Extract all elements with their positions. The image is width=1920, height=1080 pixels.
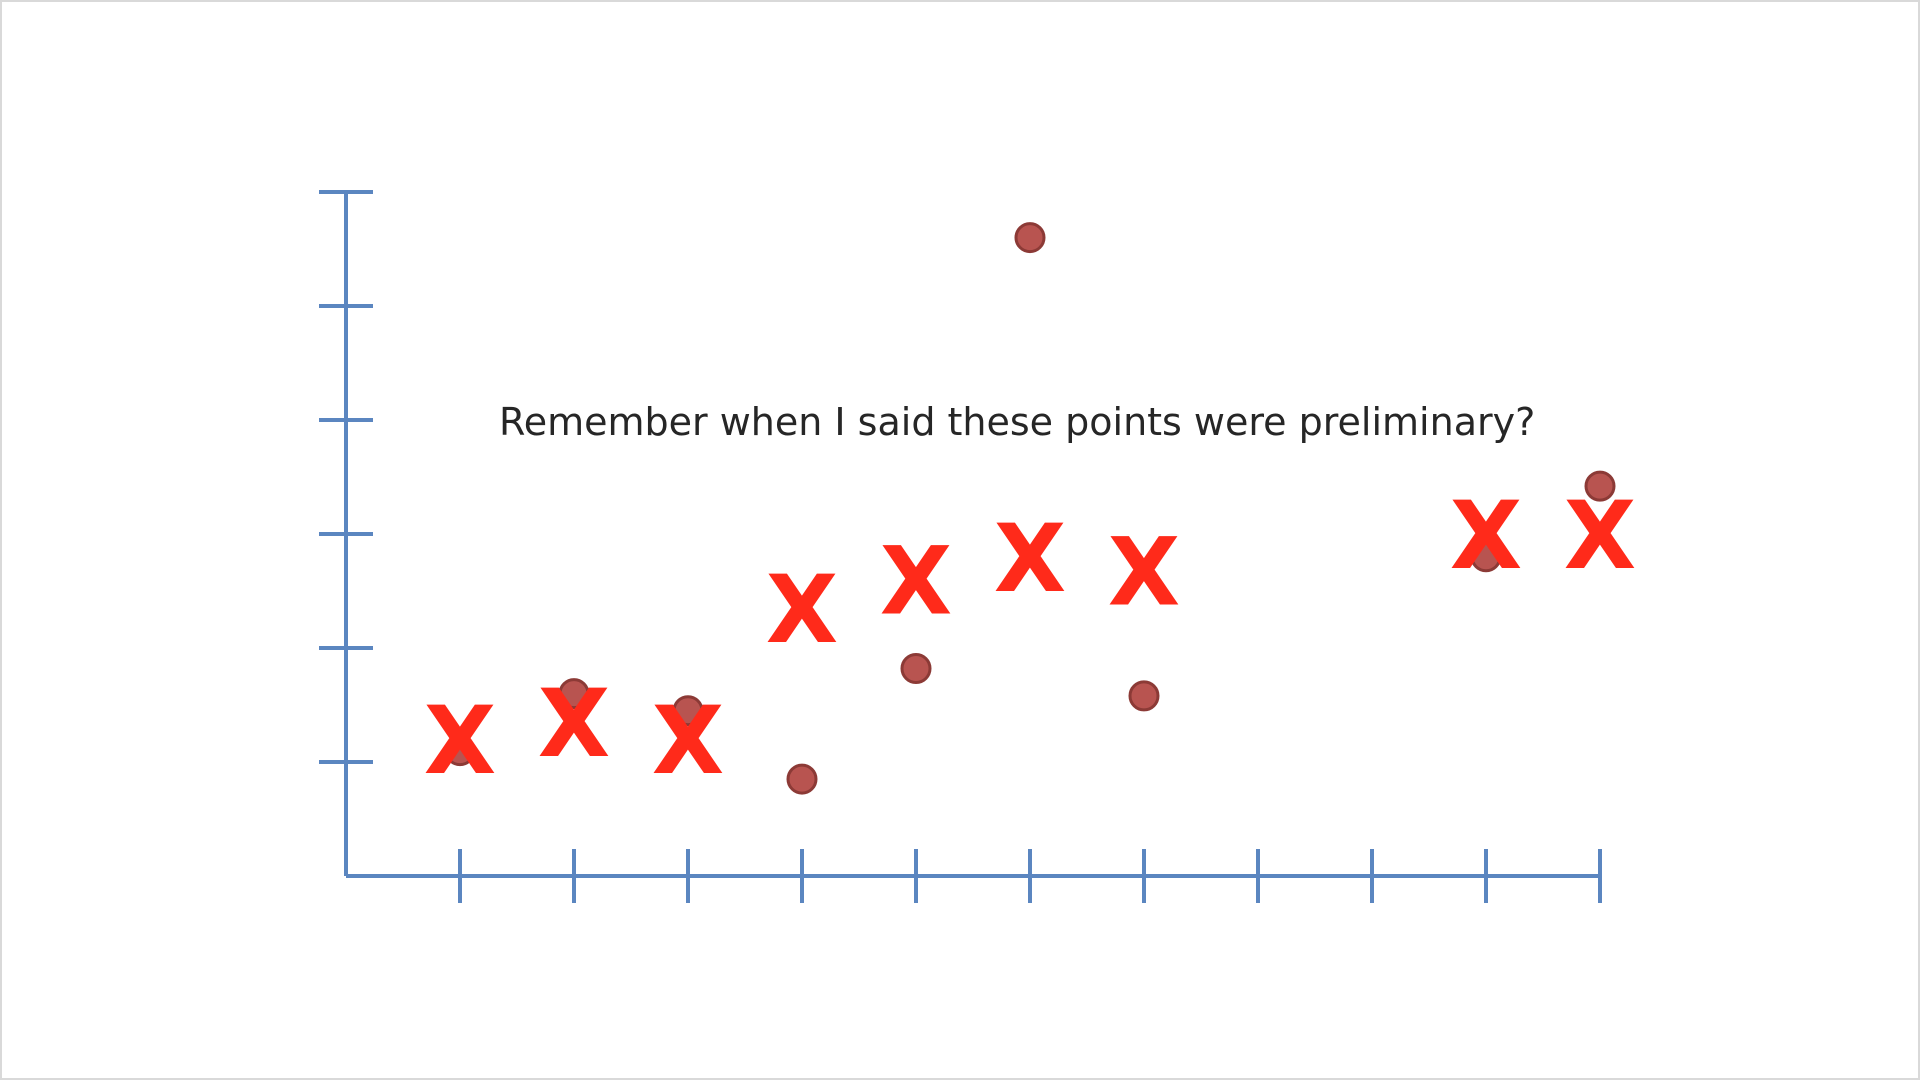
data-point-circle — [444, 735, 476, 767]
data-point-circle — [1128, 680, 1160, 712]
data-point-x-mark: X — [994, 505, 1066, 614]
data-point-circle — [786, 763, 818, 795]
data-point-x-mark: X — [424, 687, 496, 796]
data-point-x-mark: X — [1450, 482, 1522, 591]
data-point-circle — [672, 695, 704, 727]
data-point-x-mark: X — [766, 556, 838, 665]
data-point-x-mark: X — [1108, 518, 1180, 627]
data-point-x-mark: X — [1564, 482, 1636, 591]
circle-points — [444, 222, 1616, 795]
x-mark-points: X X XX X X X X X — [424, 482, 1636, 796]
data-point-circle — [900, 653, 932, 685]
data-point-x-mark: X — [880, 528, 952, 637]
axes — [319, 190, 1602, 903]
data-point-x-mark: X — [652, 687, 724, 796]
data-point-circle — [1470, 541, 1502, 573]
chart-annotation: Remember when I said these points were p… — [499, 400, 1535, 444]
data-point-circle — [1584, 470, 1616, 502]
data-point-circle — [558, 678, 590, 710]
data-point-x-mark: X — [538, 670, 610, 779]
data-point-circle — [1014, 222, 1046, 254]
